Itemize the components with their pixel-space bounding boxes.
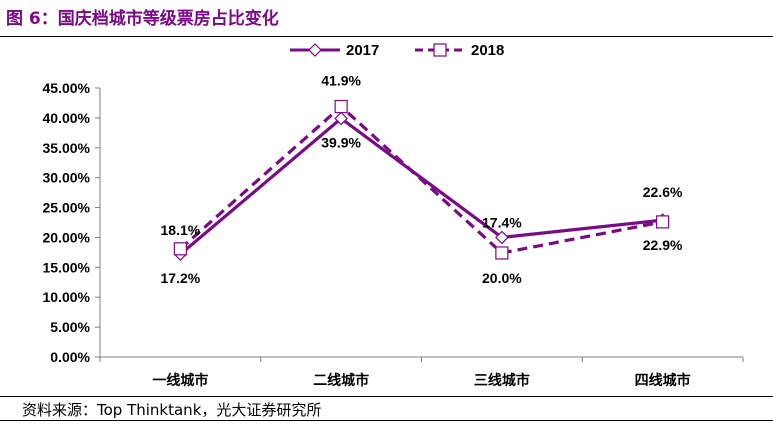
data-point-square [334,99,348,114]
y-tick-label: 45.00% [43,80,91,96]
x-tick-label: 三线城市 [474,372,530,389]
data-label-2017: 22.6% [643,184,683,200]
data-point-diamond [308,43,322,57]
x-tick-label: 二线城市 [313,372,369,389]
y-tick-label: 5.00% [50,319,90,335]
data-label-2017: 39.9% [321,134,361,150]
y-tick-label: 10.00% [43,289,91,305]
series-line-2018 [179,104,663,255]
y-tick-label: 25.00% [43,200,91,216]
legend-item-2017: 2017 [290,42,379,59]
data-point-diamond [495,230,509,245]
series-line-2017 [179,116,663,256]
y-tick-label: 40.00% [43,110,91,126]
legend-item-2018: 2018 [415,42,504,59]
data-label-2017: 17.4% [482,214,522,230]
data-point-diamond [334,111,348,126]
legend: 2017 2018 [290,42,504,59]
x-tick-label: 四线城市 [635,372,691,389]
y-tick-label: 30.00% [43,170,91,186]
chart-axes: 0.00% 5.00% 10.00% 15.00% 20.00% 25.00% 30.00%… [43,80,744,389]
series-layer [173,99,670,262]
data-labels: 17.2% 39.9% 17.4% 22.6% 18.1% 41.9% 20.0% 22.9% [161,73,683,287]
source-top-rule [0,396,773,397]
source-note: 资料来源：Top Thinktank，光大证券研究所 [22,401,322,419]
figure-title: 图 6：国庆档城市等级票房占比变化 [6,9,279,29]
data-point-square [173,242,187,256]
x-tick-label: 一线城市 [152,372,208,389]
data-point-square [495,246,509,260]
line-chart: 2017 2018 0.00% 5.00% 10.00% 15.00% 20.00% 25.… [43,42,744,389]
data-label-2018: 18.1% [161,222,201,238]
data-point-square [433,43,447,57]
y-tick-label: 15.00% [43,259,91,275]
data-label-2018: 20.0% [482,270,522,286]
legend-label: 2018 [471,42,504,59]
data-label-2018: 41.9% [321,73,361,89]
y-tick-label: 20.00% [43,229,91,245]
data-label-2018: 22.9% [643,237,683,253]
data-point-square [656,215,670,229]
y-tick-label: 0.00% [50,349,90,365]
y-tick-label: 35.00% [43,140,91,156]
legend-label: 2017 [346,42,379,59]
data-label-2017: 17.2% [161,270,201,286]
bottom-rule [0,420,773,421]
top-rule [0,36,773,37]
